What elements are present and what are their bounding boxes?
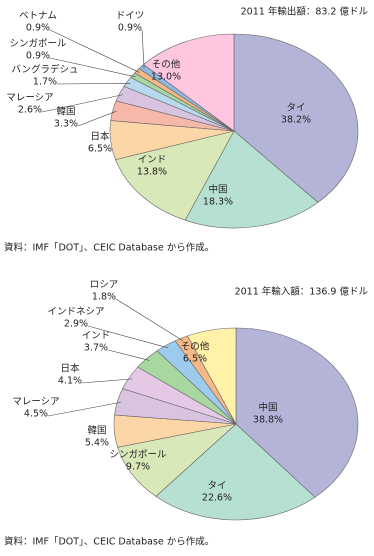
slice-label: 中国 [258,402,277,414]
leader-line [77,110,117,127]
pie-slice [115,130,235,221]
slice-label: シンガポール [109,450,167,461]
slice-label: 中国 [208,184,227,196]
leader-line [56,82,131,85]
slice-label: その他 [181,341,210,353]
pie-slice [184,130,319,229]
pie-slice [117,423,238,497]
slice-label: シンガポール [9,39,67,50]
slice-label: タイ [286,103,305,114]
chart-title: 2011 年輸出額：83.2 億ドル [241,6,369,18]
slice-value-label: 3.7% [84,343,108,354]
slice-value-label: 6.5% [88,144,112,155]
slice-label: その他 [152,59,181,71]
leader-line [81,378,133,384]
slice-label: 日本 [60,363,80,375]
slice-value-label: 38.8% [253,415,283,426]
slice-value-label: 4.5% [24,409,48,420]
slice-value-label: 9.7% [126,462,150,473]
slice-value-label: 22.6% [202,493,232,504]
leader-line [47,401,121,417]
slice-label: ドイツ [116,11,145,22]
leader-line [49,29,140,73]
slice-value-label: 13.8% [137,167,167,178]
slice-label: ベトナム [19,11,57,22]
slice-label: 韓国 [56,107,75,118]
slice-value-label: 4.1% [58,376,82,387]
source-note: 資料：IMF「DOT」、CEIC Database から作成。 [4,242,214,254]
slice-value-label: 1.8% [92,292,116,303]
leader-line [141,29,145,69]
slice-value-label: 3.3% [54,119,78,130]
slice-value-label: 2.6% [18,105,42,116]
slice-value-label: 0.9% [26,23,50,34]
pie-slice [143,33,235,132]
slice-label: インド [82,331,111,342]
chart-title: 2011 年輸入額：136.9 億ドル [235,286,369,298]
leader-line [115,298,184,342]
slice-value-label: 1.7% [33,77,57,88]
slice-label: マレーシア [12,397,59,408]
source-note: 資料：IMF「DOT」、CEIC Database から作成。 [4,536,214,548]
slice-label: 日本 [90,131,110,143]
pie-slice [235,327,359,498]
slice-label: タイ [207,481,226,492]
slice-value-label: 6.5% [183,354,207,365]
slice-value-label: 5.4% [85,438,109,449]
leader-line [87,325,169,349]
slice-value-label: 0.9% [118,23,142,34]
slice-value-label: 18.3% [203,197,233,208]
slice-value-label: 0.9% [26,51,50,62]
pie-slice [187,327,237,425]
leader-line [41,94,124,113]
slice-label: バングラデシュ [12,64,79,76]
slice-value-label: 13.0% [151,72,181,83]
slice-label: ロシア [90,280,119,291]
slice-value-label: 2.9% [64,319,88,330]
leader-line [107,349,150,361]
pie-slice [155,423,316,521]
slice-value-label: 38.2% [281,115,311,126]
pie-slice [233,33,359,203]
slice-label: マレーシア [6,93,53,104]
slice-label: 韓国 [87,426,106,437]
leader-line [49,57,136,78]
slice-label: インド [138,155,167,166]
slice-label: インドネシア [47,307,104,318]
